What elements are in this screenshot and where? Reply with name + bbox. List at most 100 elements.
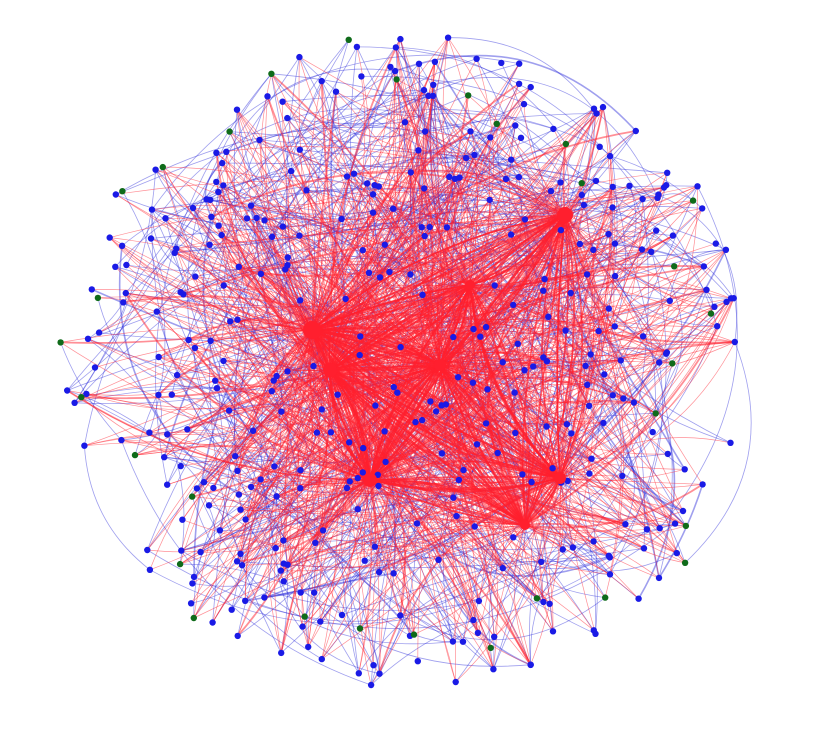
regular-node	[232, 453, 239, 460]
hub-edge	[469, 284, 656, 414]
hub-edge	[400, 38, 445, 366]
regular-node	[640, 545, 648, 552]
regular-edge	[158, 356, 610, 563]
regular-node	[237, 550, 244, 557]
regular-node	[459, 638, 467, 645]
regular-node	[469, 379, 477, 386]
regular-node	[284, 254, 291, 261]
regular-node	[401, 119, 409, 126]
hub-edge	[193, 479, 371, 619]
regular-edge	[123, 63, 520, 303]
regular-node	[346, 439, 353, 446]
regular-node	[418, 416, 426, 424]
regular-node	[700, 263, 708, 270]
hub-link-edge	[469, 284, 526, 526]
regular-edge	[115, 126, 426, 195]
regular-node	[543, 423, 550, 430]
regular-node	[381, 241, 388, 248]
regular-node	[369, 191, 377, 198]
regular-node	[426, 223, 433, 231]
regular-node	[84, 335, 92, 342]
regular-node	[521, 216, 529, 223]
regular-edge	[151, 209, 196, 277]
hub-edge	[369, 479, 494, 670]
regular-node	[374, 471, 381, 478]
hub-node	[554, 472, 566, 484]
regular-node	[407, 169, 414, 176]
regular-node	[516, 60, 523, 67]
peripheral-node	[671, 263, 678, 270]
hub-link-edge	[524, 214, 566, 526]
hub-edge	[321, 524, 526, 660]
hub-link-edge	[329, 369, 561, 479]
regular-node	[253, 214, 260, 222]
hub-edge	[559, 468, 685, 481]
regular-node	[609, 183, 616, 191]
regular-node	[218, 231, 225, 239]
hub-edge	[240, 364, 441, 510]
hub-edge	[423, 178, 456, 366]
regular-node	[427, 398, 434, 405]
hub-link-edge	[439, 364, 526, 526]
regular-edge	[158, 394, 350, 482]
hub-edge	[74, 284, 471, 404]
regular-node	[576, 240, 584, 248]
peripheral-node	[578, 180, 585, 187]
peripheral-node	[493, 120, 500, 128]
regular-node	[694, 183, 701, 190]
peripheral-node	[652, 410, 659, 417]
regular-node	[557, 179, 564, 186]
regular-node	[189, 204, 197, 212]
hub-edge	[564, 214, 732, 299]
regular-node	[592, 177, 600, 185]
regular-node	[550, 125, 557, 133]
hub-link-edge	[469, 284, 526, 526]
hub-edge	[544, 214, 610, 556]
regular-node	[595, 327, 602, 335]
regular-edge	[612, 186, 626, 327]
regular-node	[622, 521, 629, 528]
hub-edge	[156, 311, 526, 526]
regular-node	[280, 560, 287, 567]
hub-edge	[165, 214, 566, 221]
regular-node	[212, 377, 219, 384]
regular-node	[177, 462, 184, 470]
hub-edge	[469, 284, 615, 327]
hub-edge	[559, 186, 614, 479]
regular-node	[162, 215, 169, 222]
hub-edge	[524, 316, 562, 526]
hub-edge	[524, 297, 735, 526]
regular-node	[343, 173, 351, 180]
regular-node	[515, 80, 523, 88]
regular-edge	[400, 597, 606, 641]
hub-edge	[193, 479, 371, 619]
peripheral-node	[689, 197, 697, 204]
regular-node	[213, 149, 220, 156]
regular-node	[538, 558, 545, 566]
regular-node	[215, 222, 222, 229]
regular-edge	[546, 361, 598, 634]
regular-node	[382, 458, 389, 466]
hub-edge	[564, 214, 595, 548]
regular-node	[455, 476, 463, 484]
regular-node	[490, 666, 497, 673]
regular-node	[238, 562, 246, 569]
regular-node	[354, 506, 361, 513]
regular-node	[338, 611, 346, 619]
regular-node	[438, 402, 445, 409]
hub-link-edge	[329, 369, 526, 526]
regular-node	[606, 152, 614, 160]
hub-edge	[115, 180, 566, 216]
regular-node	[671, 520, 679, 527]
hub-edge	[180, 260, 471, 293]
hub-edge	[469, 284, 548, 362]
hub-link-edge	[369, 478, 526, 526]
hub-node	[557, 207, 573, 223]
regular-node	[273, 493, 280, 500]
hub-edge	[283, 524, 526, 568]
peripheral-node	[94, 294, 102, 302]
hub-edge	[523, 524, 550, 605]
regular-node	[549, 628, 557, 635]
peripheral-node	[78, 394, 85, 401]
regular-edge	[166, 380, 216, 485]
